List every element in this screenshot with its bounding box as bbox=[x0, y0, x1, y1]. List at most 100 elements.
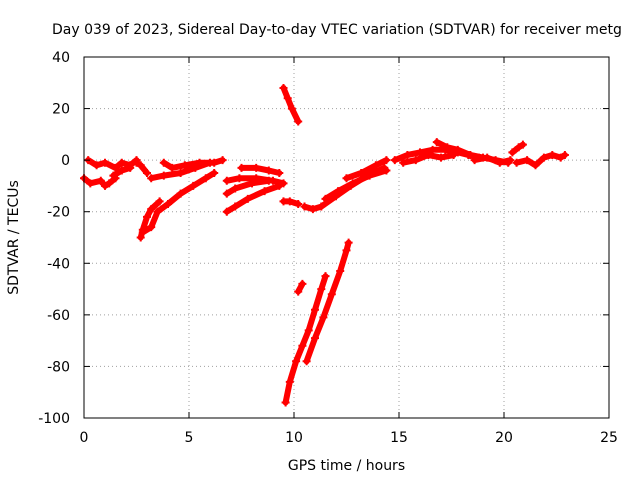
data-point bbox=[143, 212, 151, 221]
series-line bbox=[223, 177, 272, 197]
data-point bbox=[506, 156, 515, 165]
x-tick-label: 10 bbox=[285, 430, 303, 446]
data-point bbox=[168, 163, 177, 172]
data-point bbox=[147, 223, 156, 232]
data-point bbox=[222, 189, 231, 198]
data-point bbox=[548, 150, 557, 159]
data-point bbox=[222, 207, 231, 216]
x-tick-label: 20 bbox=[495, 430, 513, 446]
data-point bbox=[449, 150, 458, 159]
data-point bbox=[514, 143, 523, 152]
series-line bbox=[238, 164, 283, 176]
data-point bbox=[319, 313, 328, 322]
data-point bbox=[531, 161, 540, 170]
series-sat-k bbox=[222, 176, 273, 198]
data-point bbox=[311, 305, 319, 314]
series-line bbox=[471, 154, 514, 166]
data-point bbox=[317, 285, 326, 294]
data-point bbox=[523, 156, 532, 165]
data-point bbox=[483, 153, 492, 162]
data-point bbox=[342, 174, 351, 183]
data-point bbox=[176, 189, 185, 198]
data-point bbox=[117, 166, 126, 175]
x-tick-label: 25 bbox=[600, 430, 618, 446]
data-point bbox=[365, 171, 374, 180]
series-line bbox=[282, 273, 329, 406]
data-point bbox=[264, 176, 273, 185]
data-point bbox=[371, 161, 380, 170]
data-point bbox=[201, 174, 210, 183]
data-point bbox=[189, 181, 198, 190]
series-sat-a bbox=[80, 174, 120, 190]
data-point bbox=[86, 179, 95, 188]
data-point bbox=[453, 145, 462, 154]
data-point bbox=[424, 150, 433, 159]
data-point bbox=[411, 156, 420, 165]
x-tick-label: 15 bbox=[390, 430, 408, 446]
data-point bbox=[308, 205, 317, 214]
series-sat-y bbox=[508, 140, 527, 157]
data-point bbox=[287, 104, 296, 113]
data-point bbox=[432, 138, 441, 147]
axis-ticks: 0 5 10 15 20 25 -100 -80 -60 -40 -20 0 20 40 bbox=[38, 50, 618, 446]
data-point bbox=[512, 158, 521, 167]
data-point bbox=[495, 158, 504, 167]
data-point bbox=[117, 158, 126, 167]
data-series bbox=[80, 83, 569, 407]
data-point bbox=[210, 158, 219, 167]
data-point bbox=[132, 158, 141, 167]
data-point bbox=[466, 150, 475, 159]
data-point bbox=[147, 174, 156, 183]
y-axis-title: SDTVAR / TECUs bbox=[6, 180, 22, 295]
series-sat-q bbox=[342, 156, 391, 183]
data-point bbox=[231, 202, 240, 211]
series-line bbox=[280, 84, 302, 125]
data-point bbox=[294, 287, 303, 296]
data-point bbox=[508, 148, 517, 157]
data-point bbox=[403, 150, 412, 159]
data-point bbox=[159, 158, 168, 167]
data-point bbox=[136, 161, 145, 170]
data-point bbox=[264, 166, 273, 175]
data-point bbox=[143, 169, 151, 178]
data-point bbox=[96, 176, 105, 185]
data-point bbox=[281, 398, 290, 407]
data-point bbox=[556, 153, 565, 162]
chart-title: Day 039 of 2023, Sidereal Day-to-day VTE… bbox=[52, 22, 622, 38]
data-point bbox=[539, 153, 548, 162]
data-point bbox=[382, 156, 391, 165]
data-point bbox=[437, 153, 445, 162]
data-point bbox=[222, 176, 231, 185]
data-point bbox=[300, 202, 309, 211]
data-point bbox=[443, 143, 452, 152]
data-point bbox=[126, 163, 135, 172]
data-point bbox=[159, 171, 168, 180]
data-point bbox=[298, 279, 307, 288]
data-point bbox=[348, 179, 357, 188]
data-point bbox=[382, 166, 391, 175]
data-point bbox=[357, 169, 366, 178]
data-point bbox=[304, 326, 313, 335]
series-sat-s bbox=[294, 279, 307, 296]
data-point bbox=[101, 181, 109, 190]
series-sat-x bbox=[470, 153, 515, 167]
data-point bbox=[275, 169, 284, 178]
y-tick-label: -80 bbox=[47, 359, 70, 375]
data-point bbox=[105, 179, 114, 188]
y-tick-label: 20 bbox=[52, 102, 70, 118]
data-point bbox=[210, 169, 219, 178]
series-sat-n bbox=[279, 197, 303, 208]
data-point bbox=[252, 163, 261, 172]
data-point bbox=[279, 179, 288, 188]
y-tick-label: -20 bbox=[47, 205, 70, 221]
data-point bbox=[283, 94, 292, 103]
data-point bbox=[321, 272, 330, 281]
data-point bbox=[155, 197, 164, 206]
series-sat-v bbox=[399, 150, 458, 167]
data-point bbox=[195, 158, 204, 167]
data-point bbox=[92, 161, 101, 170]
data-point bbox=[428, 145, 437, 154]
series-sat-p bbox=[321, 166, 391, 203]
data-point bbox=[292, 357, 301, 366]
